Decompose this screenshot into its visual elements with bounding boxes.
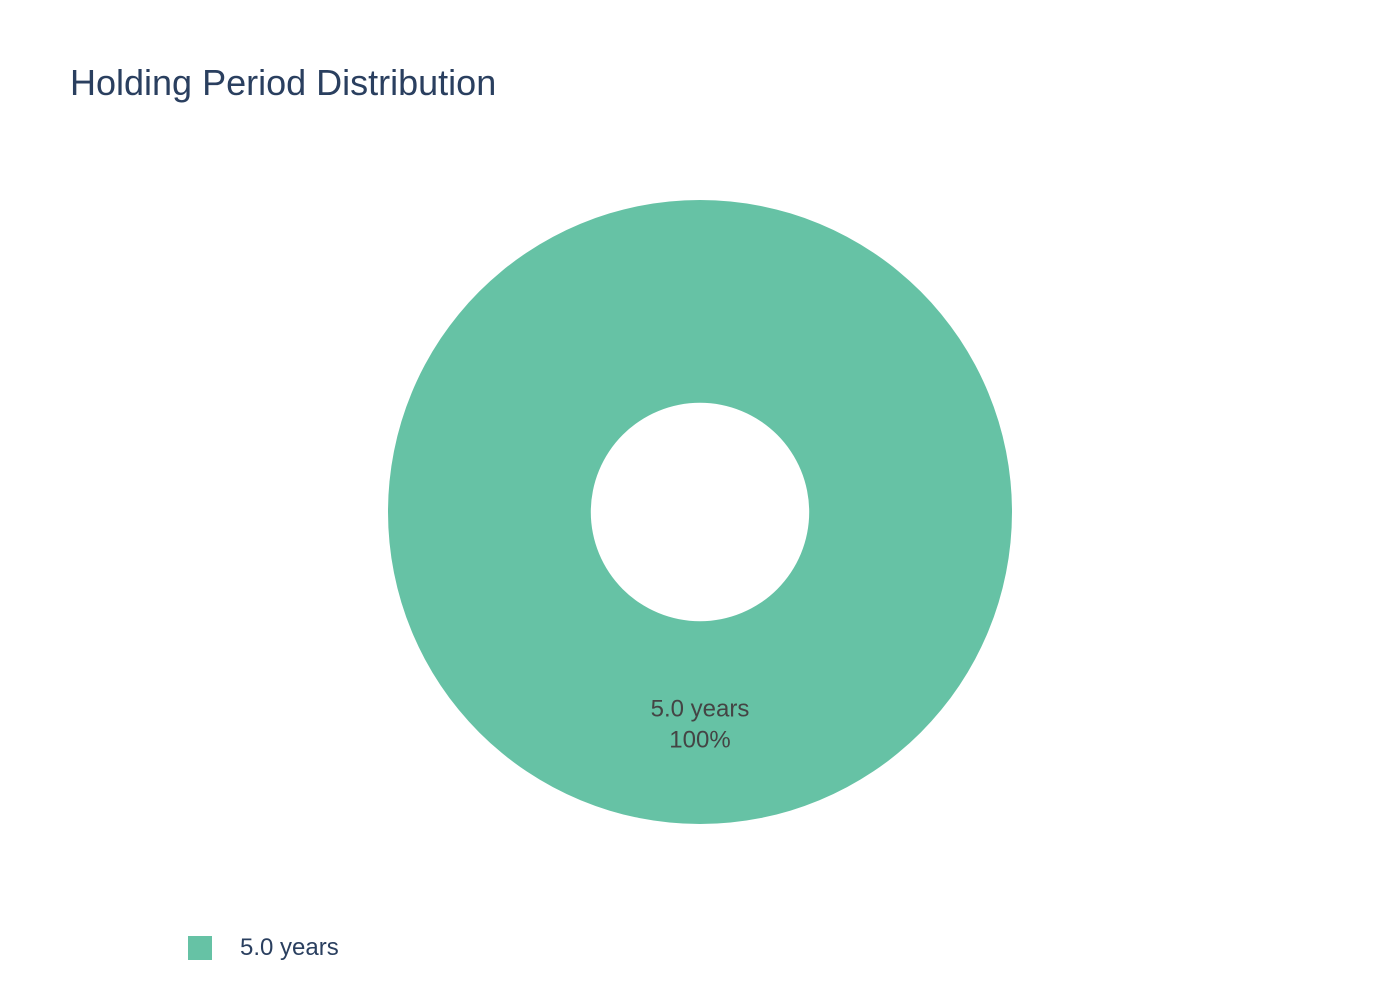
- slices-layer: [388, 200, 1012, 824]
- slice-percent-5-0-years: 100%: [669, 727, 730, 754]
- labels-layer: 5.0 years 100%: [651, 696, 750, 754]
- legend-swatch[interactable]: [188, 936, 212, 960]
- slice-5-0-years[interactable]: [388, 200, 1012, 824]
- legend: 5.0 years: [188, 934, 339, 962]
- legend-label[interactable]: 5.0 years: [240, 934, 339, 961]
- chart-title: Holding Period Distribution: [70, 62, 497, 103]
- slice-label-5-0-years: 5.0 years: [651, 696, 750, 723]
